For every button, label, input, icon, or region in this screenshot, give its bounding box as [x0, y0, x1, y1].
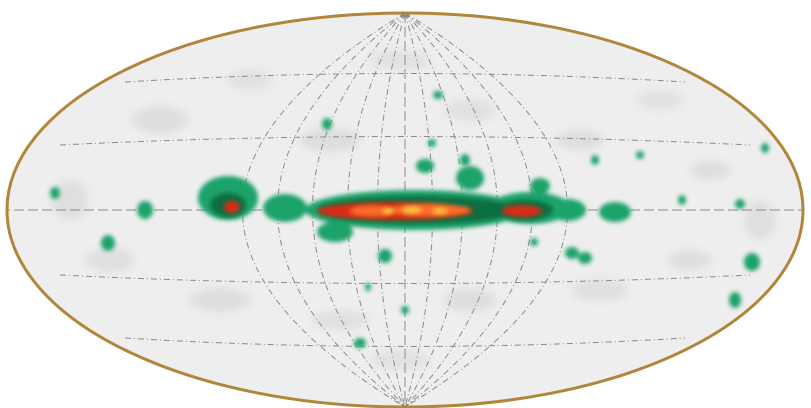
- point-source: [636, 151, 644, 159]
- point-source: [354, 338, 366, 348]
- point-source: [322, 118, 332, 130]
- point-source: [416, 159, 434, 173]
- sky-border: [5, 11, 805, 408]
- point-source: [401, 306, 409, 314]
- point-source: [530, 238, 538, 246]
- point-source: [744, 253, 760, 271]
- point-source: [378, 249, 392, 263]
- point-source: [433, 91, 443, 99]
- meridian-line: [404, 13, 568, 407]
- parallel-line: [124, 73, 686, 83]
- meridian-line: [242, 13, 406, 407]
- isolated-sources: [50, 91, 769, 348]
- meridian-line: [347, 13, 406, 407]
- point-source: [137, 201, 153, 219]
- point-source: [761, 143, 769, 153]
- point-source: [729, 292, 741, 308]
- point-source: [50, 187, 60, 199]
- point-source: [591, 155, 599, 165]
- point-source: [460, 154, 470, 166]
- meridian-line: [404, 13, 463, 407]
- point-source: [365, 283, 371, 291]
- point-source: [565, 247, 579, 259]
- parallel-line: [124, 337, 686, 347]
- meridian-line: [404, 13, 533, 407]
- point-source: [678, 195, 686, 205]
- point-source: [735, 199, 745, 209]
- point-source: [101, 235, 115, 251]
- point-source: [428, 139, 436, 147]
- meridian-line: [277, 13, 406, 407]
- galactic-plane-band: [198, 166, 631, 242]
- point-source: [578, 252, 592, 264]
